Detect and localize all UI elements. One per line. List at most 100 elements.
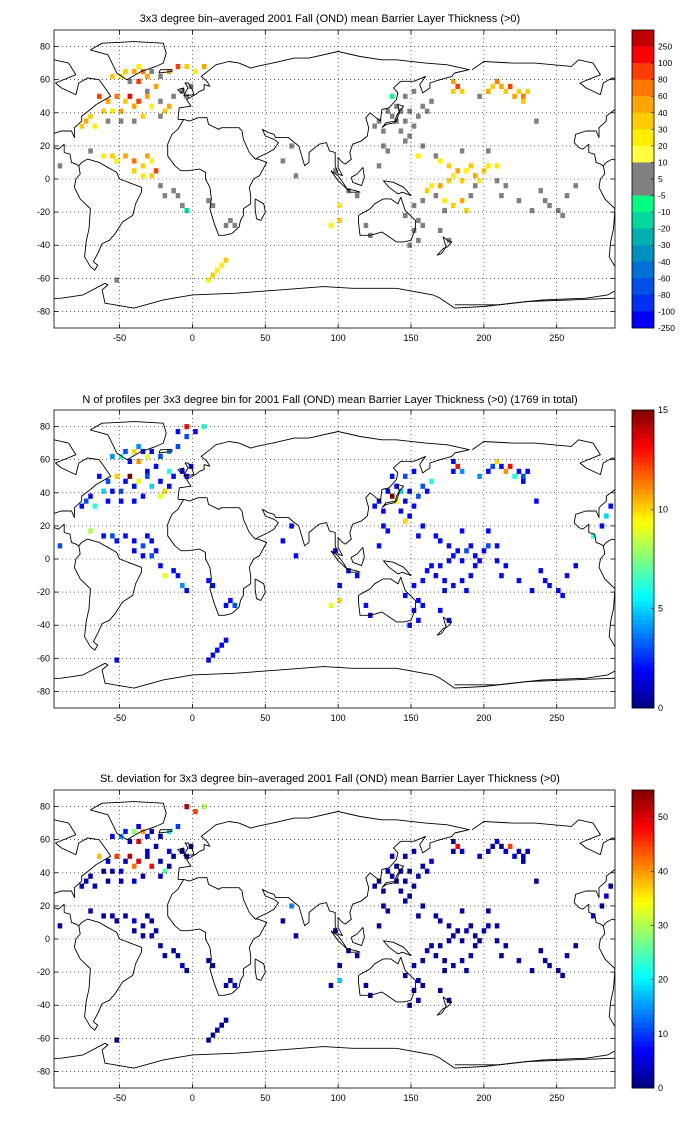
data-cell xyxy=(328,982,334,989)
data-cell xyxy=(455,83,461,89)
coastline xyxy=(54,819,112,927)
data-cell xyxy=(477,853,482,859)
data-cell xyxy=(149,553,155,559)
data-cell xyxy=(494,558,500,564)
data-cell xyxy=(145,468,150,474)
colorbar-segment xyxy=(632,572,654,579)
colorbar-segment xyxy=(632,901,654,907)
data-cell xyxy=(140,113,146,119)
coastline xyxy=(350,926,365,947)
data-cell xyxy=(83,498,89,504)
data-cell xyxy=(145,833,150,840)
coastline xyxy=(471,439,615,547)
data-cell xyxy=(180,88,185,94)
data-cell xyxy=(193,68,198,75)
coastline xyxy=(692,879,696,995)
data-cell xyxy=(228,977,233,984)
coastline xyxy=(692,499,696,615)
data-cell xyxy=(442,578,447,584)
data-cell xyxy=(101,108,106,114)
data-cell xyxy=(149,933,155,939)
data-cell xyxy=(534,878,539,884)
x-tick-label: -50 xyxy=(113,1093,126,1103)
coastline xyxy=(158,829,173,834)
data-cell xyxy=(105,858,111,864)
ticks xyxy=(54,410,615,708)
data-cell xyxy=(437,607,443,614)
x-tick-label: 0 xyxy=(190,333,195,343)
colorbar-segment xyxy=(632,831,654,837)
data-cell xyxy=(385,488,391,494)
data-cell xyxy=(459,528,465,534)
data-cell xyxy=(328,602,334,609)
data-cell xyxy=(337,217,342,224)
data-cell xyxy=(123,448,128,455)
data-cell xyxy=(416,217,421,224)
data-cell xyxy=(333,928,338,934)
coastline xyxy=(598,538,615,648)
data-cell xyxy=(372,503,377,509)
y-tick-label: -60 xyxy=(37,273,50,283)
data-cell xyxy=(131,68,137,75)
data-cell xyxy=(590,533,596,539)
data-cell xyxy=(127,853,133,859)
coastline xyxy=(54,439,112,547)
data-cell xyxy=(88,493,93,499)
colorbar-segment xyxy=(632,605,654,611)
colorbar-segment xyxy=(632,703,654,709)
data-cell xyxy=(433,573,439,579)
data-cell xyxy=(402,473,408,479)
colorbar-segment xyxy=(632,652,654,658)
data-cell xyxy=(398,108,404,114)
data-cell xyxy=(494,938,500,944)
y-tick-label: 40 xyxy=(40,488,50,498)
data-cell xyxy=(486,163,491,169)
data-cell xyxy=(131,918,137,924)
data-cell xyxy=(402,212,408,219)
y-tick-label: 60 xyxy=(40,75,50,85)
x-tick-label: 200 xyxy=(476,1093,491,1103)
colorbar-label: 50 xyxy=(658,812,668,822)
data-cell xyxy=(398,508,404,514)
data-cell xyxy=(402,878,408,884)
coastline xyxy=(358,196,416,243)
data-cell xyxy=(79,123,85,129)
coastline xyxy=(436,996,453,1016)
data-cell xyxy=(206,578,211,584)
colorbar: 0 10 20 30 40 50 xyxy=(631,789,668,1093)
data-cell xyxy=(503,943,509,949)
data-cell xyxy=(333,168,338,174)
data-cell xyxy=(57,163,63,169)
data-cell xyxy=(376,923,382,929)
data-cell xyxy=(184,853,189,859)
data-cell xyxy=(337,597,342,604)
data-cell xyxy=(525,848,530,854)
data-cell xyxy=(604,893,609,899)
colorbar-segment xyxy=(632,79,654,97)
data-cell xyxy=(389,113,395,119)
coastline xyxy=(436,616,453,636)
colorbar-segment xyxy=(632,966,654,972)
plot-layer xyxy=(54,30,615,328)
data-cell xyxy=(416,597,421,604)
data-cell xyxy=(402,518,408,524)
data-cell xyxy=(118,498,124,504)
data-cell xyxy=(459,558,465,564)
data-cell xyxy=(446,163,452,169)
data-cell xyxy=(385,908,391,914)
coastline xyxy=(183,82,195,97)
data-cell xyxy=(166,848,172,854)
data-cell xyxy=(512,93,517,99)
data-cell xyxy=(88,908,93,914)
colorbar-label: 10 xyxy=(658,157,668,167)
colorbar-label: 80 xyxy=(658,75,668,85)
data-cell xyxy=(437,158,443,164)
data-cell xyxy=(166,483,172,489)
colorbar-segment xyxy=(632,1022,654,1028)
data-cell xyxy=(123,153,128,159)
data-cell xyxy=(105,98,111,104)
data-cell xyxy=(92,123,98,129)
data-cell xyxy=(464,207,469,214)
data-cell xyxy=(411,503,417,509)
data-cell xyxy=(140,163,146,169)
